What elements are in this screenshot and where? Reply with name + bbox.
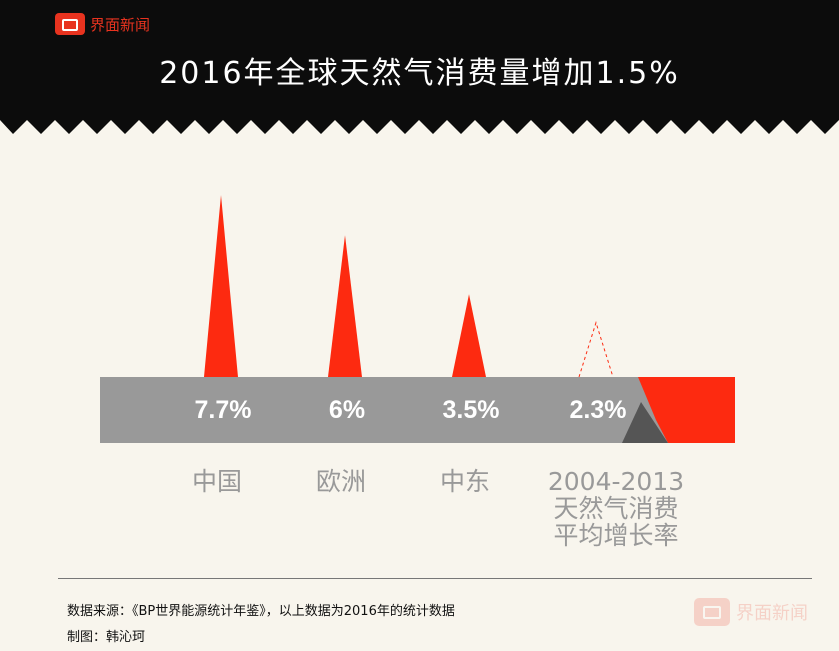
bar-spike [204,195,238,377]
watermark-icon [694,598,730,626]
category-label: 中国 [192,467,242,496]
value-label: 7.7% [195,396,252,424]
category-label: 平均增长率 [553,521,678,550]
reference-dark-wedge [622,402,668,443]
footer-divider [58,578,812,579]
logo-icon [55,13,85,35]
bar-spike [328,235,362,377]
header: 界面新闻 2016年全球天然气消费量增加1.5% [0,0,839,134]
value-label: 6% [329,396,365,424]
watermark-text: 界面新闻 [736,603,808,624]
value-label: 3.5% [443,396,500,424]
watermark: 界面新闻 [694,598,808,626]
logo-text: 界面新闻 [90,15,151,34]
category-label: 中东 [440,467,490,496]
page-title: 2016年全球天然气消费量增加1.5% [159,56,680,91]
data-source: 数据来源：《BP世界能源统计年鉴》，以上数据为2016年的统计数据 [67,604,455,619]
reference-spike-outline [578,320,614,378]
reference-red-block [638,377,735,443]
bar-spike [452,294,486,377]
category-label: 2004-2013 [548,467,684,496]
category-label: 天然气消费 [553,494,678,523]
category-label: 欧洲 [316,467,366,496]
header-background [0,0,839,134]
brand-logo: 界面新闻 [55,13,150,35]
chart-credit: 制图：韩沁珂 [67,630,146,645]
value-label: 2.3% [570,396,627,424]
